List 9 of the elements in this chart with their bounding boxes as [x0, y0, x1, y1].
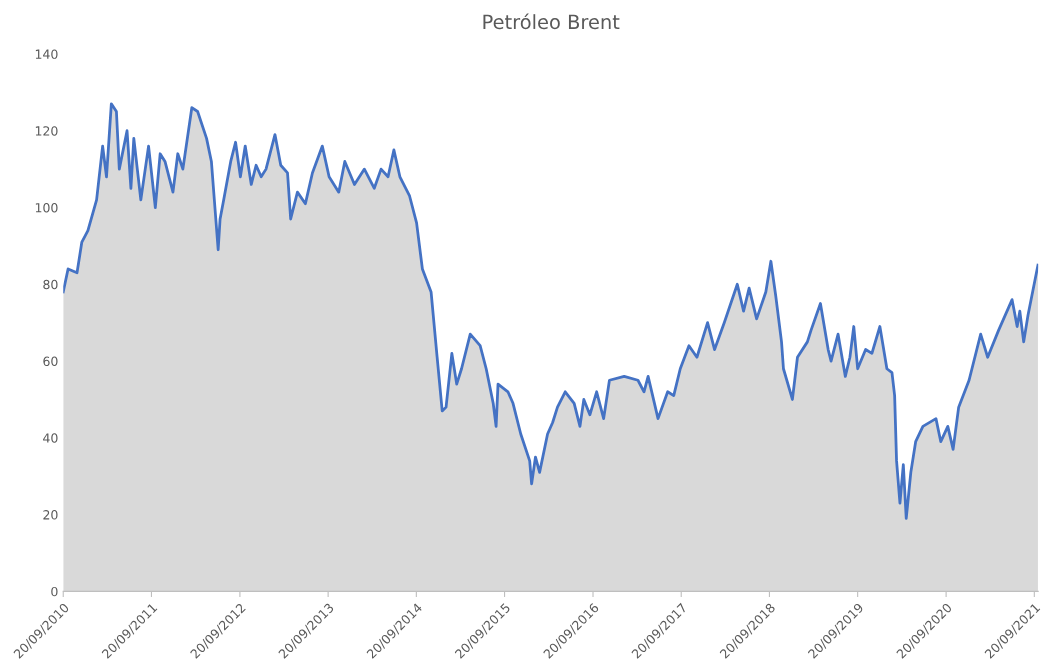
- chart-title: Petróleo Brent: [483, 13, 620, 30]
- y-tick-label: 40: [43, 433, 58, 443]
- y-tick-label: 20: [43, 510, 58, 520]
- y-tick-label: 100: [35, 202, 58, 213]
- y-tick-label: 140: [35, 49, 58, 59]
- y-tick-label: 80: [43, 279, 58, 290]
- y-tick-label: 120: [35, 126, 58, 136]
- y-tick-label: 0: [51, 586, 58, 597]
- y-tick-label: 60: [43, 356, 58, 366]
